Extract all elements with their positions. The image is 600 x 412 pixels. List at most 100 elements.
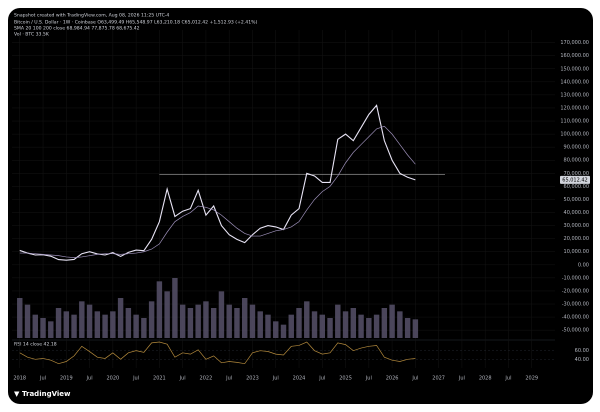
volume-bar bbox=[319, 314, 326, 338]
volume-bar bbox=[48, 321, 54, 338]
x-tick-label: 2022 bbox=[200, 376, 213, 382]
y-tick-label: 120,000.00 bbox=[560, 105, 589, 111]
y-tick-label: 110,000.00 bbox=[560, 119, 589, 125]
x-tick-label: 2029 bbox=[525, 376, 538, 382]
x-tick-label: 2027 bbox=[432, 376, 445, 382]
volume-bar bbox=[172, 278, 178, 338]
volume-bar bbox=[397, 311, 403, 338]
volume-bar bbox=[40, 318, 46, 338]
volume-bar bbox=[102, 314, 108, 338]
y-tick-label: -10,000.00 bbox=[562, 275, 589, 281]
volume-bar bbox=[63, 311, 70, 338]
y-tick-label: 70,000.00 bbox=[564, 171, 589, 177]
volume-bar bbox=[358, 314, 364, 338]
volume-bar bbox=[94, 311, 101, 338]
x-tick-label: Jul bbox=[86, 376, 93, 382]
y-tick-label: 140,000.00 bbox=[560, 79, 589, 85]
x-tick-label: Jul bbox=[365, 376, 372, 382]
price-line bbox=[19, 104, 416, 261]
y-tick-label: 50,000.00 bbox=[564, 197, 589, 203]
x-tick-label: Jul bbox=[132, 376, 139, 382]
volume-bar bbox=[156, 281, 163, 338]
volume-bar bbox=[226, 304, 232, 338]
volume-bar bbox=[133, 314, 139, 338]
y-tick-label: 40,000.00 bbox=[564, 210, 589, 216]
footer-logo: TradingView bbox=[22, 390, 71, 398]
volume-bar bbox=[203, 301, 209, 338]
volume-bar bbox=[350, 308, 357, 338]
volume-bar bbox=[117, 298, 124, 338]
volume-bar bbox=[389, 304, 395, 338]
x-tick-label: Jul bbox=[272, 376, 279, 382]
volume-bar bbox=[210, 308, 217, 338]
volume-bar bbox=[257, 311, 263, 338]
volume-bar bbox=[335, 304, 341, 338]
x-tick-label: 2018 bbox=[13, 376, 26, 382]
x-tick-label: 2024 bbox=[293, 376, 306, 382]
volume-bar bbox=[148, 301, 155, 338]
volume-bar bbox=[273, 321, 279, 338]
x-tick-label: Jul bbox=[411, 376, 418, 382]
volume-bar bbox=[218, 291, 225, 338]
volume-bar bbox=[55, 308, 62, 338]
y-tick-label: 160,000.00 bbox=[560, 53, 589, 59]
y-tick-label: 100,000.00 bbox=[560, 132, 589, 138]
rsi-line bbox=[19, 341, 416, 365]
volume-bar bbox=[187, 308, 194, 338]
volume-bar bbox=[86, 304, 93, 338]
logo-mark: ▼ bbox=[14, 390, 20, 398]
y-tick-label: 30,000.00 bbox=[564, 223, 589, 229]
y-tick-label: 150,000.00 bbox=[560, 66, 589, 72]
vol-line: Vol · BTC 33.5K bbox=[14, 32, 50, 38]
volume-bar bbox=[296, 308, 302, 338]
volume-bar bbox=[32, 314, 38, 338]
volume-bar bbox=[195, 304, 201, 338]
x-tick-label: Jul bbox=[179, 376, 186, 382]
x-tick-label: 2021 bbox=[153, 376, 166, 382]
volume-bar bbox=[288, 314, 294, 338]
volume-bar bbox=[304, 301, 310, 338]
volume-bar bbox=[71, 314, 77, 338]
volume-bar bbox=[125, 308, 132, 338]
price-tag-label: 65,012.42 bbox=[562, 177, 587, 183]
volume-bar bbox=[110, 311, 116, 338]
x-tick-label: 2028 bbox=[479, 376, 492, 382]
ma-line: SMA 20 100 200 close 68,984.94 77,875.78… bbox=[14, 26, 140, 32]
y-tick-label: -40,000.00 bbox=[562, 315, 589, 321]
rsi-tick-label: 60.00 bbox=[575, 348, 589, 354]
volume-bar bbox=[249, 304, 256, 338]
volume-bar bbox=[141, 318, 147, 338]
y-tick-label: 20,000.00 bbox=[564, 236, 589, 242]
volume-bar bbox=[179, 304, 186, 338]
symbol-line: Bitcoin / U.S. Dollar · 1W · Coinbase O6… bbox=[14, 20, 258, 26]
volume-bar bbox=[373, 314, 380, 338]
rsi-tick-label: 40.00 bbox=[575, 357, 589, 363]
y-tick-label: 0.00 bbox=[578, 262, 589, 268]
y-tick-label: 130,000.00 bbox=[560, 92, 589, 98]
y-tick-label: -20,000.00 bbox=[562, 288, 589, 294]
volume-bar bbox=[342, 311, 349, 338]
rsi-label: RSI 14 close 42.18 bbox=[14, 342, 57, 348]
volume-bar bbox=[404, 318, 411, 338]
volume-bar bbox=[79, 301, 85, 338]
volume-bar bbox=[412, 319, 419, 338]
y-tick-label: 170,000.00 bbox=[560, 40, 589, 46]
volume-bar bbox=[327, 318, 333, 338]
x-tick-label: Jul bbox=[504, 376, 511, 382]
volume-bar bbox=[265, 314, 271, 338]
volume-bar bbox=[241, 298, 248, 338]
y-tick-label: -30,000.00 bbox=[562, 302, 589, 308]
y-tick-label: 60,000.00 bbox=[564, 184, 589, 190]
volume-bar bbox=[164, 291, 170, 338]
y-tick-label: 90,000.00 bbox=[564, 145, 589, 151]
x-tick-label: 2020 bbox=[106, 376, 119, 382]
x-tick-label: Jul bbox=[225, 376, 232, 382]
x-tick-label: 2023 bbox=[246, 376, 259, 382]
price-tag bbox=[560, 175, 590, 184]
x-tick-label: 2025 bbox=[339, 376, 352, 382]
y-tick-label: 10,000.00 bbox=[564, 249, 589, 255]
x-tick-label: 2019 bbox=[60, 376, 73, 382]
y-tick-label: -50,000.00 bbox=[562, 328, 589, 334]
